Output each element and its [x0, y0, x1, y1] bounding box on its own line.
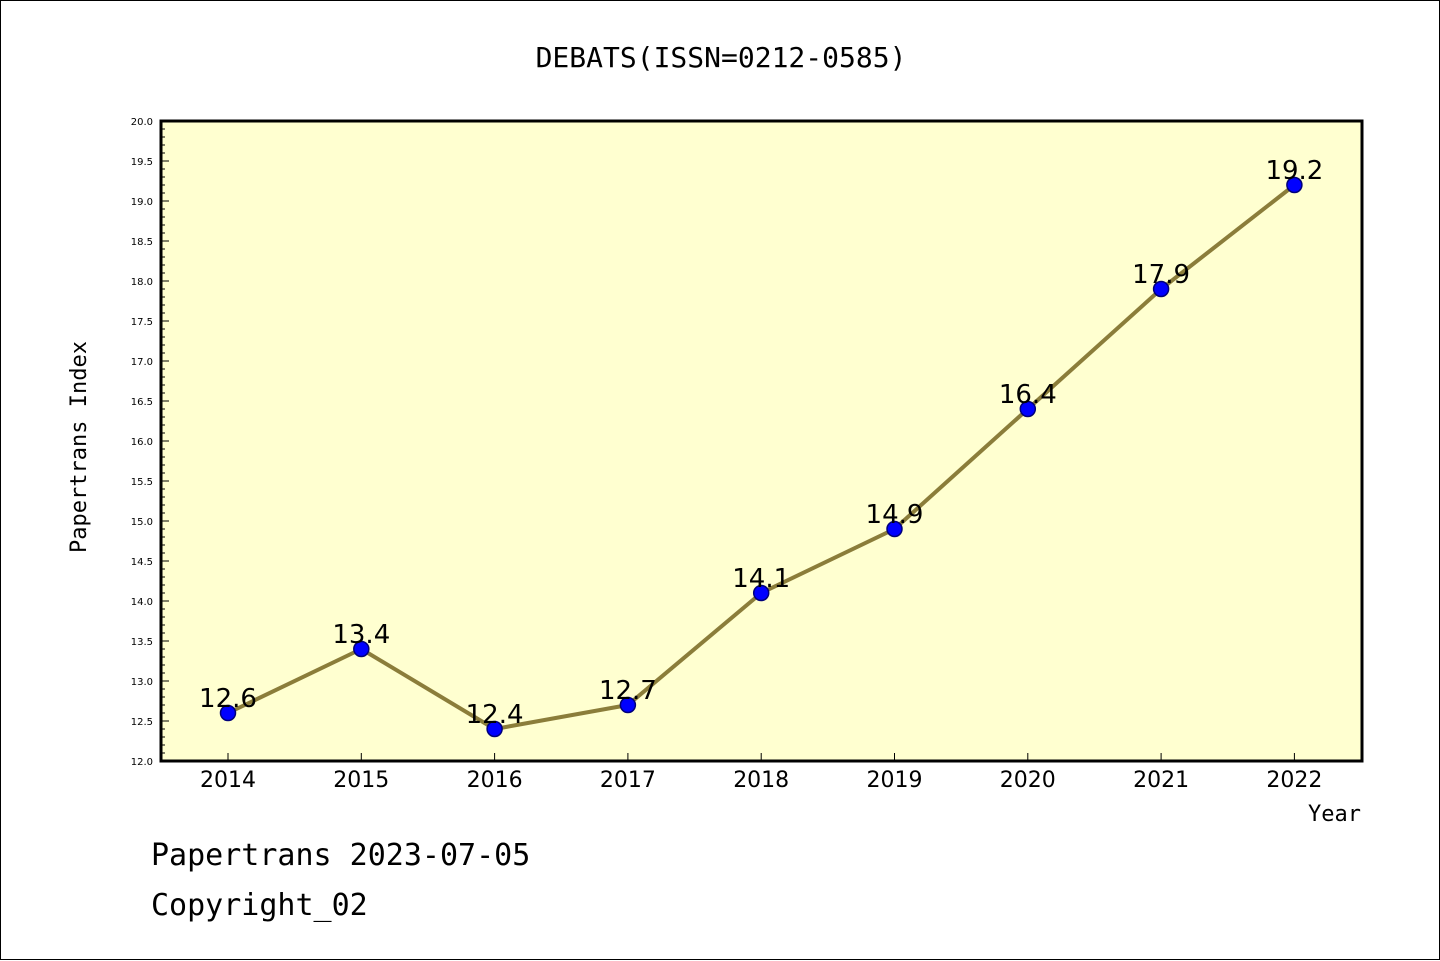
data-point-marker	[353, 640, 370, 658]
y-axis-ticks: 12.0 12.5 13.0 13.5 14.0 14.5 15.0 15.5 16.0 16.5…	[131, 117, 169, 768]
y-tick-label: 18.5	[131, 237, 153, 248]
data-label: 12.4	[466, 700, 524, 730]
data-label: 16.4	[999, 380, 1057, 410]
x-tick-label: 2015	[333, 768, 389, 793]
x-axis-ticks: 2014 2015 2016 2017 2018 2019 2020 2021 2022	[200, 753, 1322, 793]
data-point-marker	[619, 696, 637, 714]
data-label: 14.9	[866, 500, 924, 530]
y-tick-label: 12.5	[131, 717, 153, 728]
data-label: 12.6	[199, 684, 257, 714]
data-label: 19.2	[1265, 156, 1323, 186]
data-point-marker	[219, 704, 237, 722]
y-tick-label: 19.0	[131, 197, 153, 208]
markers-group	[219, 176, 1303, 738]
y-tick-label: 12.0	[131, 757, 153, 768]
y-tick-label: 17.5	[131, 317, 153, 328]
x-tick-label: 2014	[200, 768, 256, 793]
x-tick-label: 2018	[733, 768, 789, 793]
y-tick-label: 13.5	[131, 637, 153, 648]
y-tick-label: 18.0	[131, 277, 153, 288]
data-point-marker	[752, 584, 770, 602]
plot-border	[159, 119, 1364, 763]
data-point-marker	[1019, 400, 1037, 418]
y-tick-label: 14.5	[131, 557, 153, 568]
data-labels-group: 12.6 13.4 12.4 12.7 14.1 14.9 16.4 17.9 19.2	[199, 156, 1323, 730]
x-axis-label: Year	[1308, 802, 1361, 827]
data-point-marker	[486, 720, 503, 738]
x-tick-label: 2020	[1000, 768, 1056, 793]
y-tick-label: 14.0	[131, 597, 153, 608]
chart-title: DEBATS(ISSN=0212-0585)	[536, 41, 907, 74]
footer-date-text: Papertrans 2023-07-05	[151, 838, 530, 873]
y-tick-label: 19.5	[131, 157, 153, 168]
y-tick-label: 16.5	[131, 397, 153, 408]
plot-area	[161, 121, 1362, 761]
x-tick-label: 2019	[867, 768, 923, 793]
y-axis-label: Papertrans Index	[67, 341, 92, 553]
data-label: 12.7	[599, 676, 657, 706]
data-point-marker	[1152, 280, 1170, 298]
footer-copyright-text: Copyright_02	[151, 888, 368, 923]
x-tick-label: 2017	[600, 768, 656, 793]
y-tick-label: 16.0	[131, 437, 153, 448]
data-label: 17.9	[1132, 260, 1190, 290]
y-tick-label: 17.0	[131, 357, 153, 368]
x-tick-label: 2022	[1266, 768, 1322, 793]
x-tick-label: 2021	[1133, 768, 1189, 793]
y-tick-label: 20.0	[131, 117, 153, 128]
x-tick-label: 2016	[467, 768, 523, 793]
data-point-marker	[1286, 176, 1303, 194]
y-tick-label: 15.5	[131, 477, 153, 488]
y-tick-label: 13.0	[131, 677, 153, 688]
data-point-marker	[886, 520, 903, 538]
data-label: 13.4	[332, 620, 390, 650]
data-label: 14.1	[732, 564, 790, 594]
y-tick-label: 15.0	[131, 517, 153, 528]
